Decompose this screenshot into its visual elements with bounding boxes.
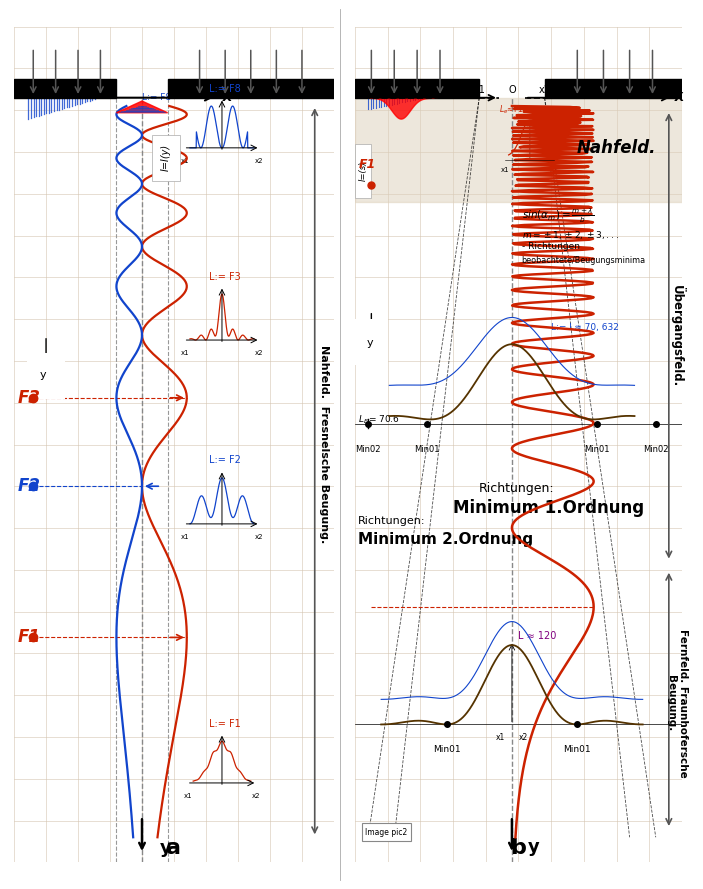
Text: X: X <box>673 92 683 104</box>
Text: x2: x2 <box>550 167 559 173</box>
Text: x1: x1 <box>473 85 485 95</box>
Bar <box>545 79 682 98</box>
Text: x1: x1 <box>181 350 190 356</box>
Text: I=I(y): I=I(y) <box>161 144 171 172</box>
Text: x1: x1 <box>181 158 190 164</box>
Text: Nahfeld.  Fresnelsche Beugung.: Nahfeld. Fresnelsche Beugung. <box>319 345 329 544</box>
Text: O: O <box>508 85 516 95</box>
Bar <box>27 353 65 398</box>
Text: L:= F1: L:= F1 <box>209 718 241 729</box>
Polygon shape <box>117 101 167 113</box>
Text: - Richtungen: - Richtungen <box>522 243 580 252</box>
Bar <box>167 79 334 98</box>
Text: Min01: Min01 <box>564 745 591 755</box>
Text: X: X <box>222 92 231 104</box>
Text: F2: F2 <box>18 477 40 495</box>
Text: F1: F1 <box>359 158 375 171</box>
Bar <box>355 319 388 365</box>
Text: x2: x2 <box>519 733 528 741</box>
Text: beobachtete/Beugungsminima: beobachtete/Beugungsminima <box>522 256 646 265</box>
Text: I=(s): I=(s) <box>359 161 368 181</box>
Text: Minimum 2.Ordnung: Minimum 2.Ordnung <box>359 533 534 548</box>
Text: L ≈ 120: L ≈ 120 <box>519 631 557 641</box>
Text: y: y <box>528 838 540 856</box>
Text: $L_e$≈F1: $L_e$≈F1 <box>498 104 523 116</box>
Text: x2: x2 <box>254 158 263 164</box>
Text: x2: x2 <box>254 350 263 356</box>
Text: a: a <box>167 838 181 858</box>
Text: L:= F8: L:= F8 <box>142 92 171 102</box>
Text: L:= L≈ 70, 632: L:= L≈ 70, 632 <box>551 323 619 332</box>
Text: b: b <box>510 838 527 858</box>
Text: y: y <box>366 338 373 348</box>
Text: Min01: Min01 <box>414 444 439 453</box>
Bar <box>361 823 411 841</box>
Text: x1: x1 <box>181 534 190 540</box>
Bar <box>355 144 371 198</box>
Text: $\alpha_{Min01}$: $\alpha_{Min01}$ <box>533 105 556 116</box>
Text: Übergangsfeld.: Übergangsfeld. <box>669 284 685 387</box>
Text: F1: F1 <box>18 629 40 646</box>
Text: x1: x1 <box>184 793 193 799</box>
Text: x2: x2 <box>538 85 550 95</box>
Text: Richtungen:: Richtungen: <box>479 482 555 495</box>
Text: x2: x2 <box>251 793 260 799</box>
Text: y: y <box>39 370 46 380</box>
Text: x2: x2 <box>254 534 263 540</box>
Text: $L_E = 70.6$: $L_E = 70.6$ <box>359 413 400 426</box>
Text: $sin(\alpha_m) = \frac{m + \lambda}{b}$: $sin(\alpha_m) = \frac{m + \lambda}{b}$ <box>522 206 594 225</box>
Bar <box>355 79 479 98</box>
Text: $m = \pm 1, \pm 2, \pm 3,...$: $m = \pm 1, \pm 2, \pm 3,...$ <box>522 228 619 241</box>
Text: y: y <box>160 839 172 857</box>
Text: Fernfeld. Fraunhofersche
Beugung.: Fernfeld. Fraunhofersche Beugung. <box>666 629 688 778</box>
Text: F3: F3 <box>18 388 40 407</box>
Bar <box>14 79 117 98</box>
Text: Nahfeld.: Nahfeld. <box>576 139 657 156</box>
Text: Min01: Min01 <box>584 444 610 453</box>
Text: Min01: Min01 <box>433 745 460 755</box>
Text: Min02: Min02 <box>643 444 669 453</box>
Text: Image pic2: Image pic2 <box>365 828 407 837</box>
Text: Min02: Min02 <box>355 444 381 453</box>
Text: x1: x1 <box>501 167 510 173</box>
Bar <box>355 98 682 202</box>
Text: Minimum 1.Ordnung: Minimum 1.Ordnung <box>453 499 644 517</box>
Text: x1: x1 <box>496 733 505 741</box>
Bar <box>152 135 181 181</box>
Text: L:= F8: L:= F8 <box>209 84 241 93</box>
Text: L:= F3: L:= F3 <box>209 271 241 282</box>
Text: Richtungen:: Richtungen: <box>359 516 426 525</box>
Text: L:= F2: L:= F2 <box>209 455 241 465</box>
